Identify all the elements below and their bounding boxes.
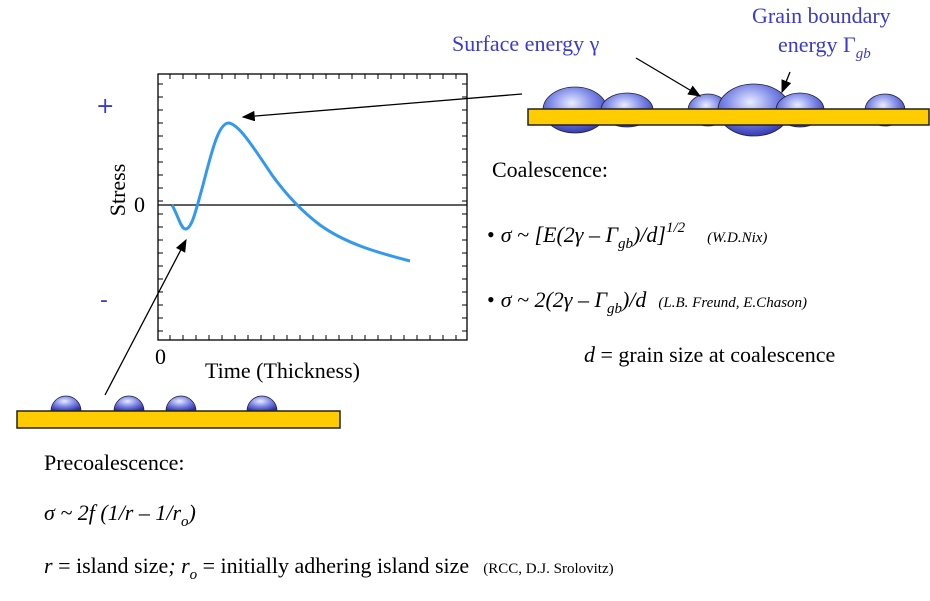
x-zero: 0 xyxy=(155,344,166,369)
arrow xyxy=(241,93,523,122)
citation: (RCC, D.J. Srolovitz) xyxy=(483,561,613,577)
subscript: gb xyxy=(856,46,872,62)
island-size-note: r = island size; ro = initially adhering… xyxy=(44,553,614,583)
symbol: r xyxy=(44,553,53,578)
subscript: gb xyxy=(618,236,634,252)
label-part: energy Γ xyxy=(778,32,856,57)
symbol: r xyxy=(176,553,191,578)
note-text: = island size xyxy=(53,553,169,578)
stress-plot xyxy=(157,73,468,341)
nix-formula: • σ ~ [E(2γ – Γgb)/d]1/2 (W.D.Nix) xyxy=(487,220,767,252)
citation: (L.B. Freund, E.Chason) xyxy=(658,295,807,311)
subscript: o xyxy=(181,514,189,530)
formula-part: ) xyxy=(187,500,196,525)
formula-part: σ ~ [E(2γ – Γ xyxy=(501,222,620,247)
bullet: • xyxy=(487,222,495,247)
coalescence-heading: Coalescence: xyxy=(492,157,608,182)
arrow xyxy=(781,71,792,94)
precoalescence-formula: σ ~ 2f (1/r – 1/ro) xyxy=(44,500,196,530)
label-part: Grain boundary xyxy=(752,3,891,28)
y-zero: 0 xyxy=(134,192,145,217)
formula-part: σ ~ 2f (1/r – 1/r xyxy=(44,500,181,525)
precoalescence-film xyxy=(16,395,341,429)
grain-boundary-label: energy Γgb xyxy=(778,32,871,62)
arrow xyxy=(104,238,187,396)
formula-part: )/d xyxy=(620,287,647,312)
coalesced-film xyxy=(527,83,930,137)
formula-part: σ ~ 2(2γ – Γ xyxy=(501,287,609,312)
bullet: • xyxy=(487,287,495,312)
grain-size-note: d = grain size at coalescence xyxy=(584,342,835,367)
note-text: = initially adhering island size xyxy=(197,553,469,578)
superscript: 1/2 xyxy=(666,220,686,236)
note-text: = grain size at coalescence xyxy=(595,342,835,367)
surface-energy-label: Surface energy γ xyxy=(452,31,600,56)
citation: (W.D.Nix) xyxy=(707,230,767,246)
plus-sign: + xyxy=(96,94,114,119)
arrow xyxy=(635,57,702,97)
note-text: ; xyxy=(168,553,175,578)
grain-boundary-label: Grain boundary xyxy=(752,3,891,28)
x-axis-label: Time (Thickness) xyxy=(205,358,360,383)
subscript: o xyxy=(190,567,198,583)
symbol: d xyxy=(584,342,596,367)
y-axis-label: Stress xyxy=(105,164,130,217)
precoalescence-heading: Precoalescence: xyxy=(44,450,184,475)
subscript: gb xyxy=(607,301,623,317)
minus-sign: - xyxy=(100,288,108,313)
formula-part: )/d] xyxy=(631,222,666,247)
freund-formula: • σ ~ 2(2γ – Γgb)/d (L.B. Freund, E.Chason… xyxy=(487,287,807,317)
